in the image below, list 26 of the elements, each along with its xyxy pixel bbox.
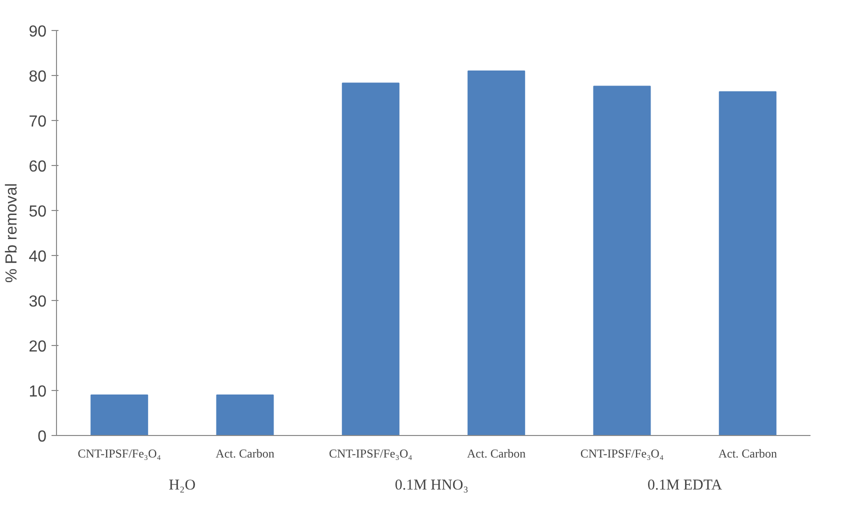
x-tick-label: Act. Carbon <box>718 446 777 460</box>
y-axis-title: % Pb removal <box>4 183 21 283</box>
y-tick-label: 80 <box>28 68 47 86</box>
y-tick-label: 90 <box>28 24 47 40</box>
y-tick-label: 30 <box>28 294 47 310</box>
x-tick-label: Act. Carbon <box>467 446 526 460</box>
y-tick-label: 10 <box>28 384 47 400</box>
x-tick-label: CNT-IPSF/Fe₃O₄ <box>78 446 161 460</box>
y-tick-label: 60 <box>28 158 47 176</box>
text: H₂O <box>168 478 196 494</box>
bar <box>468 70 526 436</box>
text: 0.1M EDTA <box>648 478 722 494</box>
bar <box>718 91 776 436</box>
y-tick-label: 40 <box>28 248 47 266</box>
y-tick-label: 50 <box>28 204 47 220</box>
y-tick-label: 20 <box>28 338 47 356</box>
bar <box>90 394 148 436</box>
bar <box>593 86 651 436</box>
x-tick-label: Act. Carbon <box>216 446 274 460</box>
x-tick-label: CNT-IPSF/Fe₃O₄ <box>329 446 412 460</box>
x-tick-label: CNT-IPSF/Fe₃O₄ <box>580 446 664 460</box>
bar <box>216 394 274 436</box>
bar <box>342 82 400 436</box>
y-tick-label: 70 <box>28 114 47 130</box>
text: 0.1M HNO₃ <box>394 478 468 494</box>
y-tick-label: 0 <box>38 428 47 446</box>
